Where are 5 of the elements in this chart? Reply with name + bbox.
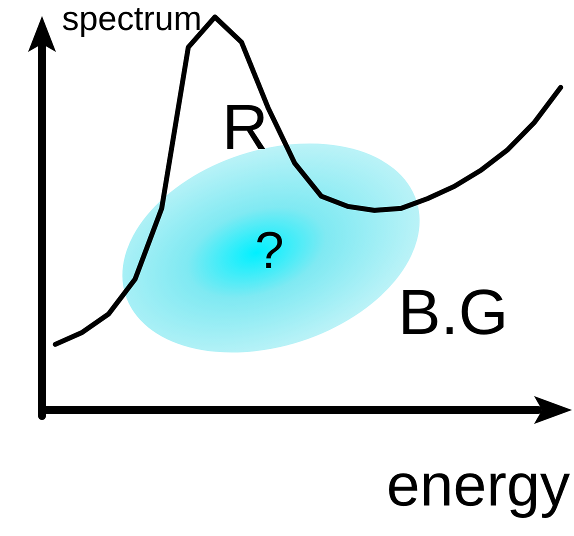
y-axis-title: spectrum (62, 0, 202, 38)
x-axis-title: energy (386, 452, 570, 518)
annotation: R (222, 91, 268, 163)
annotation: B.G (398, 276, 508, 348)
annotation: ? (255, 222, 284, 280)
